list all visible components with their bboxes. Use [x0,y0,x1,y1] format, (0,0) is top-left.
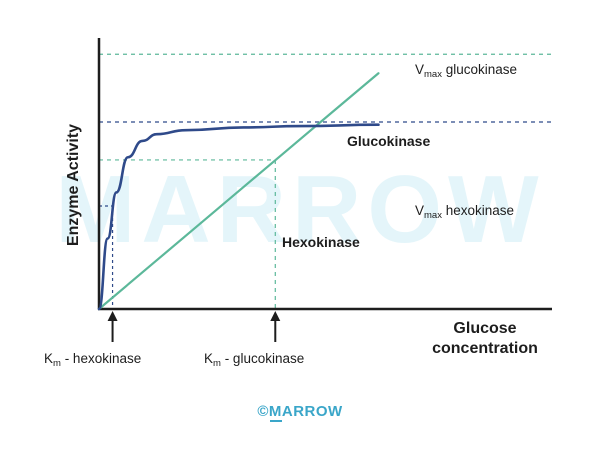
vmax-hexokinase-label: Vmax hexokinase [415,203,514,221]
series-group [97,72,380,311]
km-hexokinase-arrow [107,311,118,342]
glucokinase-curve-label: Glucokinase [347,133,430,149]
footer-copyright: ©MARROW [257,403,343,420]
x-axis-title-line1: Glucose [453,320,516,337]
reference-lines [99,53,553,309]
hexokinase-curve-label: Hexokinase [282,234,360,250]
x-axis-title-line2: concentration [432,340,538,357]
vmax-glucokinase-label: Vmax glucokinase [415,62,517,80]
y-axis-title: Enzyme Activity [65,124,82,246]
km-hexokinase-arrow-head [107,311,118,321]
km-hexokinase-label: Km - hexokinase [44,351,141,369]
watermark: MARROW [55,156,544,263]
km-glucokinase-label: Km - glucokinase [204,351,304,369]
km-glucokinase-arrow [270,311,281,342]
glucokinase-curve [97,72,380,311]
hexokinase-curve [97,123,380,311]
km-glucokinase-arrow-head [270,311,281,321]
km-arrows [107,311,281,342]
